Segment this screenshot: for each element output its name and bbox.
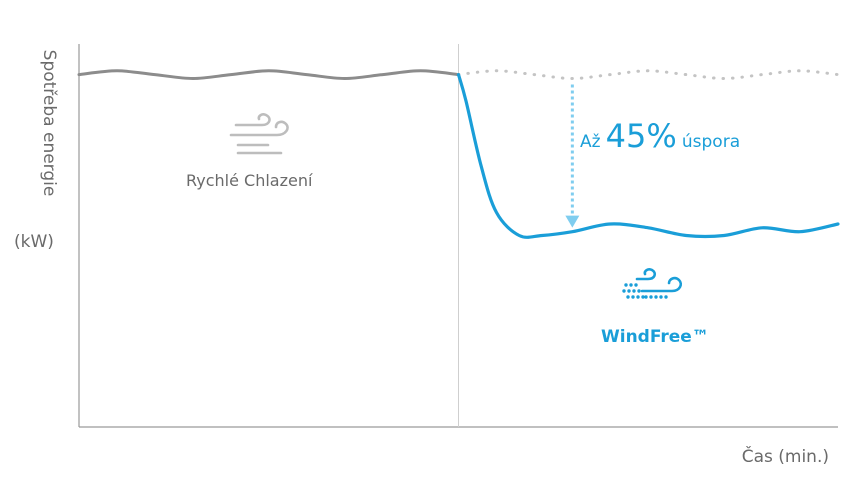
- mode-label-windfree: WindFree™: [601, 327, 709, 347]
- savings-value: 45%: [605, 117, 677, 155]
- savings-suffix: úspora: [681, 132, 741, 152]
- savings-prefix: Až: [580, 132, 601, 152]
- series-line-baseline-projection: [457, 69, 840, 81]
- wind-icon: [229, 113, 289, 155]
- mode-label-rychle-chlazeni: Rychlé Chlazení: [186, 171, 313, 190]
- windfree-icon: [622, 268, 683, 299]
- x-axis-label: Čas (min.): [741, 447, 829, 467]
- y-axis-label: Spotřeba energie: [39, 49, 59, 197]
- savings-annotation: Až 45% úspora: [580, 117, 740, 155]
- savings-arrow-head: [565, 215, 580, 228]
- series-line-rychle-chlazeni: [77, 69, 460, 81]
- y-axis-unit: (kW): [14, 232, 54, 252]
- series-line-windfree: [456, 73, 840, 239]
